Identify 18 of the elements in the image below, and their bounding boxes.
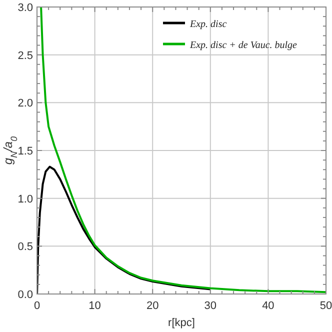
x-tick-label: 0 bbox=[34, 300, 40, 312]
x-tick-label: 50 bbox=[320, 300, 332, 312]
line-series bbox=[40, 7, 326, 294]
y-tick-label: 1.5 bbox=[18, 146, 33, 158]
y-tick-label: 2.5 bbox=[18, 50, 33, 62]
x-tick-label: 40 bbox=[262, 300, 274, 312]
x-tick-label: 30 bbox=[204, 300, 217, 312]
legend-label: Exp. disc bbox=[189, 19, 228, 30]
line-series bbox=[37, 166, 212, 294]
y-tick-label: 1.0 bbox=[18, 193, 33, 206]
x-axis-title: r[kpc] bbox=[168, 317, 195, 329]
x-tick-label: 20 bbox=[146, 300, 159, 312]
y-tick-label: 2.0 bbox=[18, 98, 33, 110]
y-tick-label: 3.0 bbox=[18, 2, 33, 14]
y-tick-label: 0.0 bbox=[18, 289, 33, 301]
legend-label: Exp. disc + de Vauc. bulge bbox=[189, 40, 298, 51]
x-tick-label: 10 bbox=[88, 300, 101, 312]
y-tick-label: 0.5 bbox=[18, 241, 33, 254]
